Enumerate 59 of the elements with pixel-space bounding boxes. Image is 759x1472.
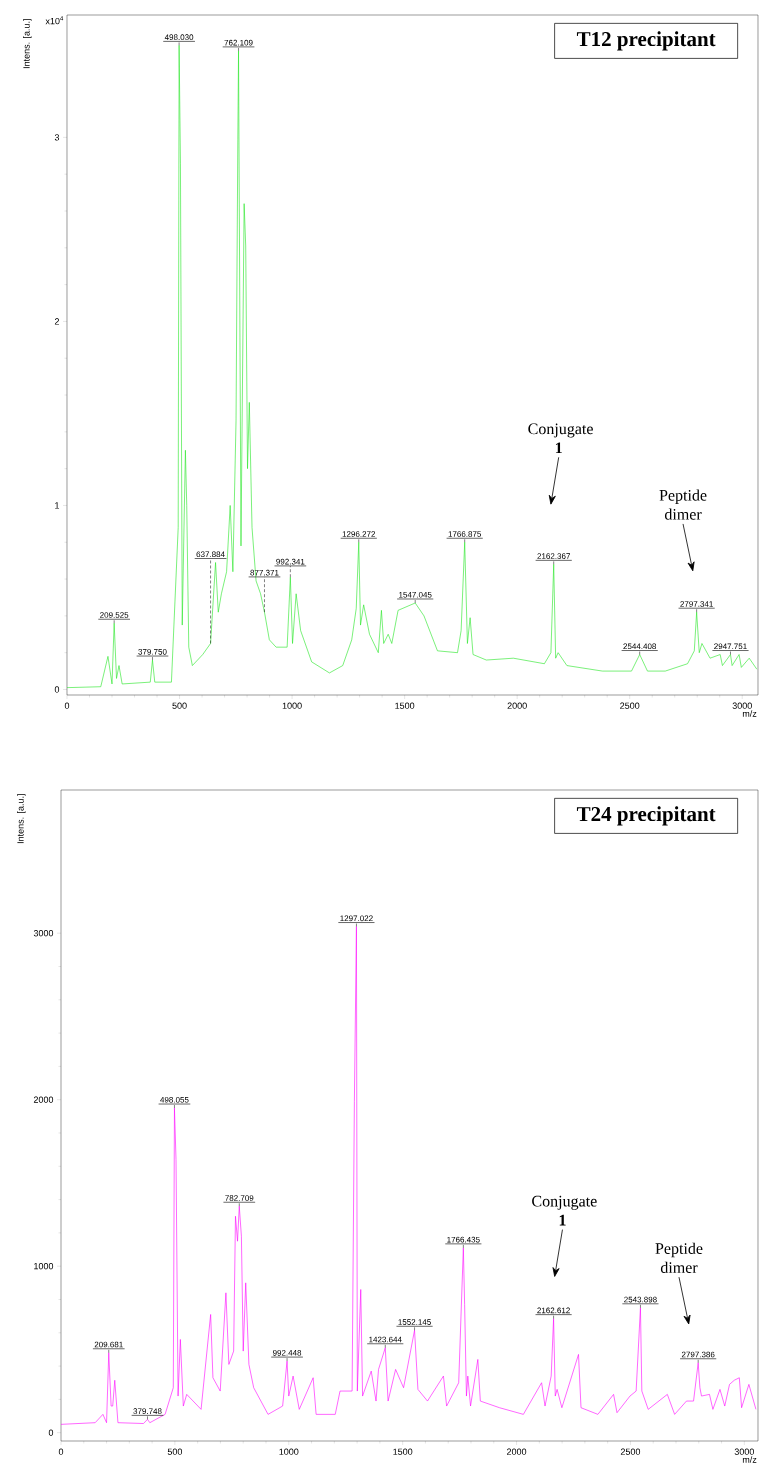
x-tick-label: 3000 [732,702,752,709]
annotation: 498.030 [164,34,194,40]
annotation: 2543.898 [624,1296,657,1303]
text: T24 precipitant [576,806,716,826]
text: x10$^{4}$ [45,16,64,25]
annotation: Conjugate 1 [532,1195,597,1226]
annotation: 2797.341 [680,601,713,607]
annotation: 762.109 [224,39,253,46]
y-tick-label: 2000 [33,1096,54,1103]
x-tick-label: 2000 [507,702,527,709]
annotation: 2544.408 [623,643,657,650]
annotation: 1547.045 [399,591,432,598]
y-axis-title: Intens. [a.u.] [17,794,26,844]
annotation: 1423.644 [369,1336,402,1343]
x-tick-label: 1500 [393,1448,413,1455]
text: T12 precipitant [576,31,716,51]
y-tick-label: 3000 [33,930,54,937]
annotation: 1552.145 [398,1319,431,1325]
x-tick-label: 2000 [507,1448,527,1455]
x-tick-label: 500 [172,702,187,709]
annotation: 379.750 [138,648,167,655]
annotation: Conjugate 1 [528,423,593,454]
y-tick-label: 1000 [34,1263,54,1270]
annotation: 209.525 [100,612,129,618]
annotation: 1296.272 [342,531,376,537]
x-axis-title: m/z [742,1456,757,1463]
annotation: 992.341 [276,558,305,565]
y-tick-label: 0 [54,686,60,693]
annotation: 637.884 [196,551,225,558]
annotation: 209.681 [94,1341,123,1348]
x-tick-label: 2500 [620,1448,641,1455]
annotation: 1766.435 [447,1236,480,1243]
annotation: 877.371 [250,569,279,576]
line-series [61,926,757,1425]
annotation: 379.748 [133,1408,162,1414]
x-tick-label: 0 [64,702,70,709]
annotation: 1297.022 [340,915,373,922]
annotation: 2162.367 [537,553,570,559]
annotation: 2947.751 [714,643,747,650]
x-tick-label: 1500 [395,702,415,709]
y-tick-label: 3 [54,134,60,141]
annotation: Peptide dimer [659,489,707,520]
x-tick-label: 3000 [734,1448,754,1455]
annotation: 1766.875 [448,531,482,537]
annotation: 2162.612 [537,1307,570,1314]
x-axis-title: m/z [742,710,757,717]
x-tick-label: 500 [167,1448,183,1455]
y-tick-label: 2 [54,318,60,325]
annotation: 2797.386 [681,1351,715,1358]
x-tick-label: 1000 [279,1448,299,1455]
y-tick-label: 1 [55,502,60,509]
annotation: 992.448 [272,1350,302,1356]
y-axis-title: Intens. [a.u.] [23,19,32,69]
x-tick-label: 1000 [282,702,302,709]
y-tick-label: 0 [48,1429,54,1436]
annotation: 782.709 [225,1195,254,1201]
annotation: Peptide dimer [655,1242,703,1273]
x-tick-label: 2500 [620,702,640,709]
annotation: 498.055 [160,1096,189,1103]
